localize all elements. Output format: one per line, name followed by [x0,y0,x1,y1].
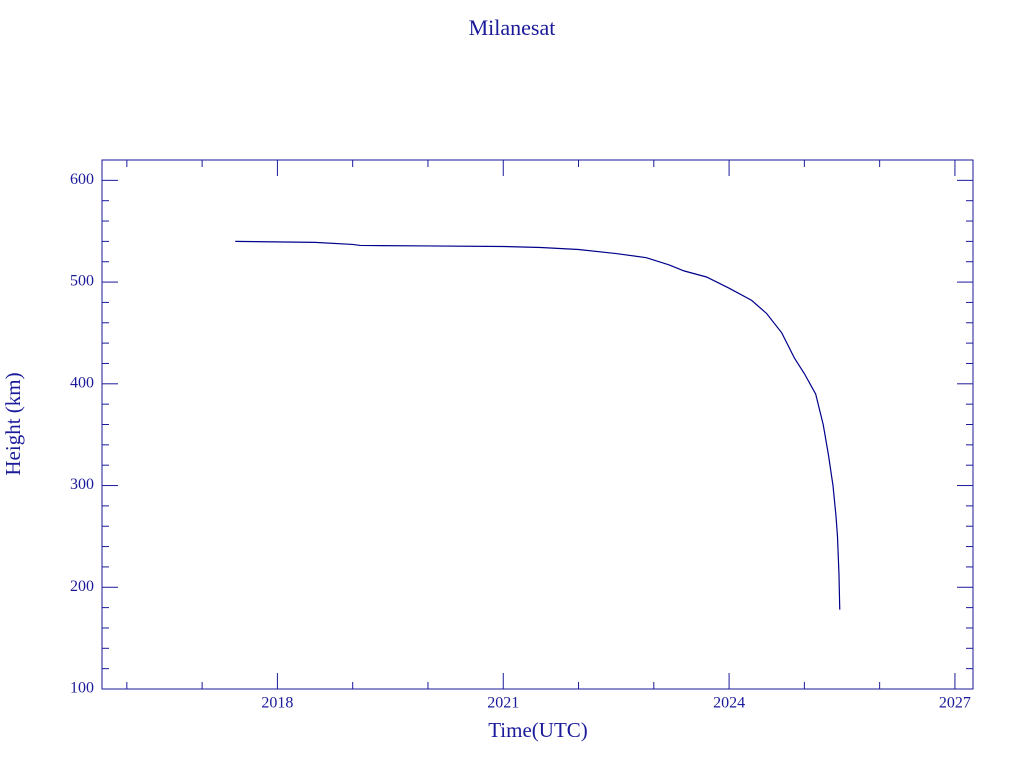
x-tick-label: 2027 [939,695,971,712]
y-axis-label: Height (km) [1,372,25,475]
chart-title: Milanesat [469,15,556,40]
y-tick-label: 200 [70,578,94,595]
x-tick-label: 2018 [261,695,293,712]
y-tick-label: 500 [70,273,94,290]
y-tick-label: 300 [70,476,94,493]
x-axis-label: Time(UTC) [488,718,588,742]
y-tick-label: 400 [70,374,94,391]
data-line [235,240,841,610]
plot-frame [101,159,974,690]
y-tick-label: 600 [70,171,94,188]
x-tick-label: 2021 [487,695,519,712]
y-tick-label: 100 [70,680,94,697]
x-tick-label: 2024 [713,695,745,712]
